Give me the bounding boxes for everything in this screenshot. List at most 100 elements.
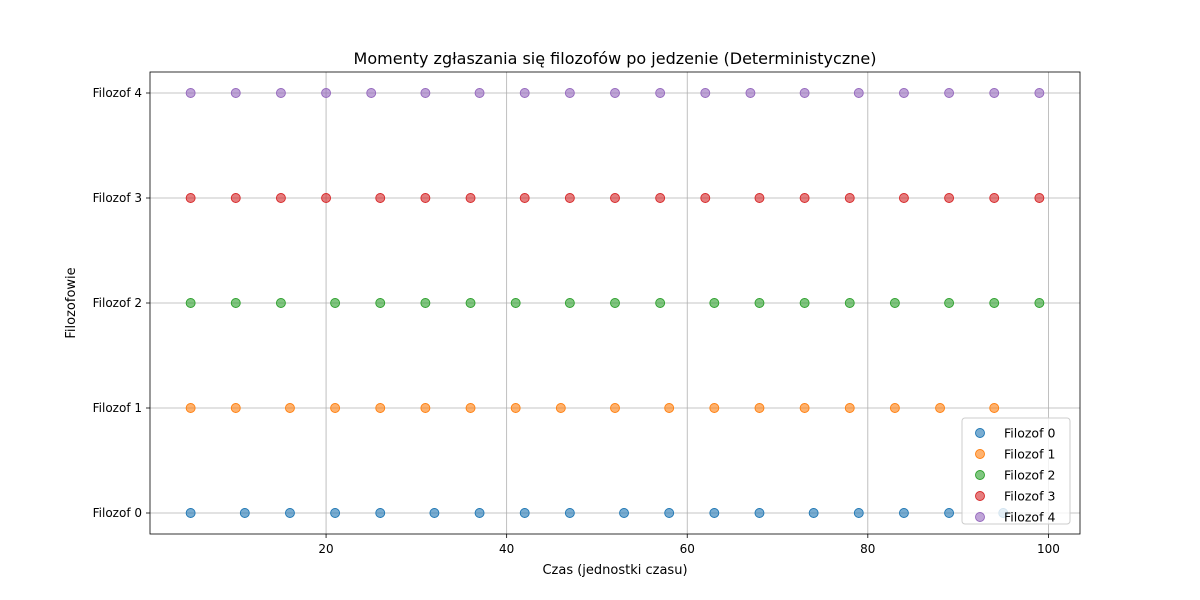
data-point-filozof-0 <box>375 508 386 518</box>
data-point-filozof-4 <box>519 88 530 98</box>
y-tick-label: Filozof 2 <box>93 296 142 310</box>
data-point-filozof-4 <box>564 88 575 98</box>
data-point-filozof-0 <box>898 508 909 518</box>
data-point-filozof-2 <box>375 298 386 308</box>
data-point-filozof-1 <box>330 403 341 413</box>
data-point-filozof-3 <box>844 193 855 203</box>
data-point-filozof-2 <box>185 298 196 308</box>
data-point-filozof-1 <box>709 403 720 413</box>
data-points <box>185 88 1045 518</box>
data-point-filozof-4 <box>1034 88 1045 98</box>
data-point-filozof-4 <box>989 88 1000 98</box>
legend-marker <box>975 491 985 501</box>
y-tick-label: Filozof 4 <box>93 86 142 100</box>
data-point-filozof-3 <box>754 193 765 203</box>
legend-label: Filozof 1 <box>1004 447 1055 462</box>
data-point-filozof-1 <box>664 403 675 413</box>
y-tick-label: Filozof 3 <box>93 191 142 205</box>
data-point-filozof-3 <box>799 193 810 203</box>
data-point-filozof-1 <box>375 403 386 413</box>
data-point-filozof-0 <box>185 508 196 518</box>
data-point-filozof-4 <box>700 88 711 98</box>
data-point-filozof-0 <box>619 508 629 518</box>
data-point-filozof-4 <box>898 88 909 98</box>
x-axis-label: Czas (jednostki czasu) <box>542 563 687 578</box>
data-point-filozof-1 <box>935 403 945 413</box>
data-point-filozof-2 <box>655 298 666 308</box>
data-point-filozof-3 <box>375 193 386 203</box>
data-point-filozof-0 <box>664 508 675 518</box>
data-point-filozof-0 <box>330 508 341 518</box>
legend-marker <box>975 428 985 438</box>
legend-label: Filozof 4 <box>1004 510 1055 525</box>
chart-title: Momenty zgłaszania się filozofów po jedz… <box>354 49 877 68</box>
data-point-filozof-1 <box>185 403 196 413</box>
data-point-filozof-3 <box>519 193 530 203</box>
data-point-filozof-2 <box>709 298 720 308</box>
data-point-filozof-2 <box>230 298 241 308</box>
data-point-filozof-2 <box>564 298 575 308</box>
data-point-filozof-2 <box>989 298 1000 308</box>
data-point-filozof-4 <box>474 88 485 98</box>
legend-box <box>961 417 1071 525</box>
data-point-filozof-1 <box>465 403 476 413</box>
data-point-filozof-2 <box>610 298 620 308</box>
data-point-filozof-3 <box>989 193 1000 203</box>
data-point-filozof-3 <box>275 193 286 203</box>
data-point-filozof-3 <box>655 193 666 203</box>
y-tick-label: Filozof 0 <box>93 506 142 520</box>
data-point-filozof-3 <box>465 193 476 203</box>
data-point-filozof-1 <box>844 403 855 413</box>
data-point-filozof-3 <box>610 193 620 203</box>
data-point-filozof-0 <box>754 508 765 518</box>
data-point-filozof-3 <box>944 193 955 203</box>
data-point-filozof-2 <box>799 298 810 308</box>
data-point-filozof-0 <box>239 508 250 518</box>
data-point-filozof-0 <box>474 508 485 518</box>
data-point-filozof-4 <box>944 88 955 98</box>
data-point-filozof-4 <box>230 88 241 98</box>
legend-marker <box>975 449 985 459</box>
y-axis-ticks: Filozof 0 Filozof 1 Filozof 2 Filozof 3 Filo… <box>93 86 150 520</box>
data-point-filozof-2 <box>275 298 286 308</box>
data-point-filozof-2 <box>330 298 341 308</box>
legend-marker <box>975 470 985 480</box>
y-tick-label: Filozof 1 <box>93 401 142 415</box>
data-point-filozof-1 <box>799 403 810 413</box>
data-point-filozof-1 <box>610 403 620 413</box>
data-point-filozof-4 <box>745 88 756 98</box>
x-axis-ticks: 20 40 60 80 100 <box>318 534 1060 556</box>
data-point-filozof-4 <box>321 88 332 98</box>
data-point-filozof-3 <box>898 193 909 203</box>
data-point-filozof-4 <box>275 88 286 98</box>
data-point-filozof-4 <box>610 88 620 98</box>
data-point-filozof-1 <box>510 403 521 413</box>
data-point-filozof-0 <box>519 508 530 518</box>
data-point-filozof-1 <box>555 403 566 413</box>
data-point-filozof-3 <box>420 193 431 203</box>
legend-marker <box>975 512 985 522</box>
data-point-filozof-0 <box>808 508 819 518</box>
x-tick-label: 60 <box>680 542 695 556</box>
legend-label: Filozof 0 <box>1004 426 1055 441</box>
data-point-filozof-3 <box>185 193 196 203</box>
legend: Filozof 0 Filozof 1 Filozof 2 Filozof 3 Filo… <box>961 417 1071 525</box>
x-tick-label: 100 <box>1037 542 1060 556</box>
data-point-filozof-0 <box>564 508 575 518</box>
data-point-filozof-1 <box>230 403 241 413</box>
data-point-filozof-4 <box>366 88 377 98</box>
data-point-filozof-2 <box>420 298 431 308</box>
data-point-filozof-3 <box>700 193 711 203</box>
data-point-filozof-4 <box>420 88 431 98</box>
data-point-filozof-0 <box>944 508 955 518</box>
legend-label: Filozof 2 <box>1004 468 1055 483</box>
data-point-filozof-0 <box>429 508 440 518</box>
data-point-filozof-0 <box>709 508 720 518</box>
data-point-filozof-1 <box>989 403 1000 413</box>
x-tick-label: 80 <box>860 542 875 556</box>
data-point-filozof-2 <box>889 298 900 308</box>
data-point-filozof-2 <box>844 298 855 308</box>
x-tick-label: 40 <box>499 542 514 556</box>
data-point-filozof-2 <box>1034 298 1045 308</box>
